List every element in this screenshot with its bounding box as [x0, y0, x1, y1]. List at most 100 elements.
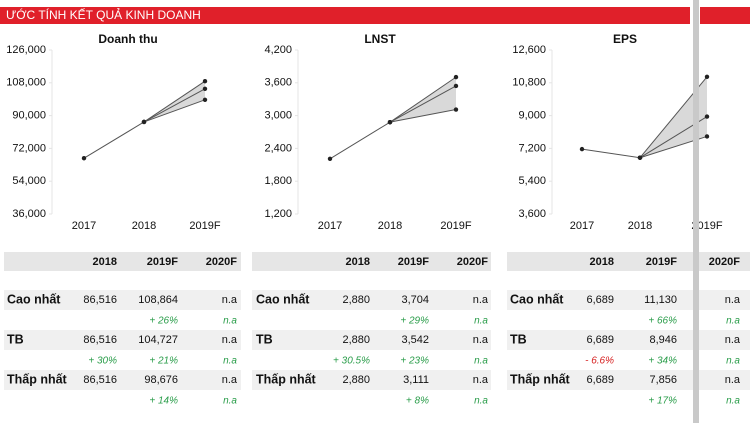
cell-value: 104,727	[138, 334, 178, 346]
row-bg	[252, 370, 491, 390]
y-tick-label: 12,600	[512, 44, 546, 56]
x-tick-label: 2017	[318, 220, 342, 232]
cell-value: n.a	[473, 334, 489, 346]
cell-value: 98,676	[144, 374, 178, 386]
y-tick-label: 3,600	[264, 77, 292, 89]
y-tick-label: 1,800	[264, 175, 292, 187]
point	[81, 156, 87, 161]
y-tick-label: 36,000	[12, 208, 46, 220]
y-tick-label: 3,600	[518, 208, 546, 220]
series-line	[389, 109, 457, 123]
row-bg	[4, 290, 241, 310]
cell-value: 2,880	[342, 374, 370, 386]
cell-change: - 6.6%	[585, 356, 614, 367]
cell-change: + 23%	[400, 356, 429, 367]
cell-value: 8,946	[649, 334, 677, 346]
y-tick-label: 108,000	[6, 77, 46, 89]
cell-value: 108,864	[138, 294, 178, 306]
cell-change: n.a	[726, 396, 740, 407]
cell-value: 3,542	[401, 334, 429, 346]
row-bg	[252, 290, 491, 310]
cell-change: + 26%	[149, 316, 178, 327]
y-tick-label: 2,400	[264, 142, 292, 154]
column-header: 2020F	[457, 256, 488, 268]
cell-value: n.a	[222, 294, 238, 306]
y-tick-label: 9,000	[518, 110, 546, 122]
point	[202, 79, 208, 84]
y-tick-label: 5,400	[518, 175, 546, 187]
cell-value: 6,689	[586, 334, 614, 346]
series-line	[143, 99, 206, 123]
row-bg	[507, 370, 750, 390]
header-title: ƯỚC TÍNH KẾT QUẢ KINH DOANH	[6, 7, 201, 22]
y-tick-label: 1,200	[264, 208, 292, 220]
x-tick-label: 2017	[570, 220, 594, 232]
x-tick-label: 2019F	[189, 220, 220, 232]
cell-value: 2,880	[342, 294, 370, 306]
column-header: 2019F	[147, 256, 178, 268]
divider	[693, 0, 699, 423]
x-tick-label: 2018	[132, 220, 156, 232]
cell-value: 6,689	[586, 374, 614, 386]
row-label: Thấp nhất	[7, 372, 68, 386]
point	[637, 155, 643, 160]
cell-value: n.a	[473, 294, 489, 306]
cell-change: n.a	[474, 316, 488, 327]
cell-change: + 30%	[88, 356, 117, 367]
y-tick-label: 126,000	[6, 44, 46, 56]
row-bg	[4, 330, 241, 350]
cell-change: n.a	[726, 356, 740, 367]
column-header: 2018	[93, 256, 117, 268]
row-bg	[507, 290, 750, 310]
cell-change: + 8%	[406, 396, 429, 407]
y-tick-label: 3,000	[264, 110, 292, 122]
point	[202, 86, 208, 91]
row-bg	[507, 330, 750, 350]
cell-value: n.a	[222, 334, 238, 346]
cell-change: + 14%	[149, 396, 178, 407]
cell-change: n.a	[474, 396, 488, 407]
series-line	[143, 80, 206, 123]
cell-change: + 66%	[648, 316, 677, 327]
point	[453, 74, 459, 80]
cell-value: 11,130	[644, 294, 677, 306]
column-header: 2018	[590, 256, 614, 268]
point	[327, 156, 333, 161]
y-tick-label: 7,200	[518, 142, 546, 154]
cell-value: n.a	[222, 374, 238, 386]
header-bar	[700, 7, 750, 24]
cell-value: 3,111	[403, 374, 429, 386]
row-label: Cao nhất	[510, 292, 564, 306]
point	[704, 134, 710, 139]
row-label: TB	[7, 332, 24, 346]
cell-value: n.a	[725, 334, 741, 346]
chart-title: EPS	[613, 32, 637, 46]
cell-value: n.a	[725, 294, 741, 306]
cell-change: + 29%	[400, 316, 429, 327]
cell-value: 86,516	[83, 374, 117, 386]
cell-value: n.a	[725, 374, 741, 386]
column-header: 2019F	[646, 256, 677, 268]
row-label: Cao nhất	[256, 292, 310, 306]
y-tick-label: 54,000	[12, 175, 46, 187]
x-tick-label: 2019F	[691, 220, 722, 232]
row-label: TB	[256, 332, 273, 346]
table-header-bg	[4, 252, 241, 271]
table-header-bg	[252, 252, 491, 271]
point	[202, 97, 208, 102]
x-tick-label: 2017	[72, 220, 96, 232]
cell-value: 86,516	[83, 334, 117, 346]
chart-title: Doanh thu	[98, 32, 157, 46]
series-line	[389, 76, 457, 123]
cell-change: n.a	[223, 396, 237, 407]
point	[141, 119, 147, 125]
cell-change: + 30.5%	[333, 356, 370, 367]
cell-change: + 21%	[149, 356, 178, 367]
column-header: 2019F	[398, 256, 429, 268]
point	[704, 74, 710, 79]
cell-value: 3,704	[401, 294, 429, 306]
column-header: 2018	[346, 256, 370, 268]
y-tick-label: 90,000	[12, 110, 46, 122]
